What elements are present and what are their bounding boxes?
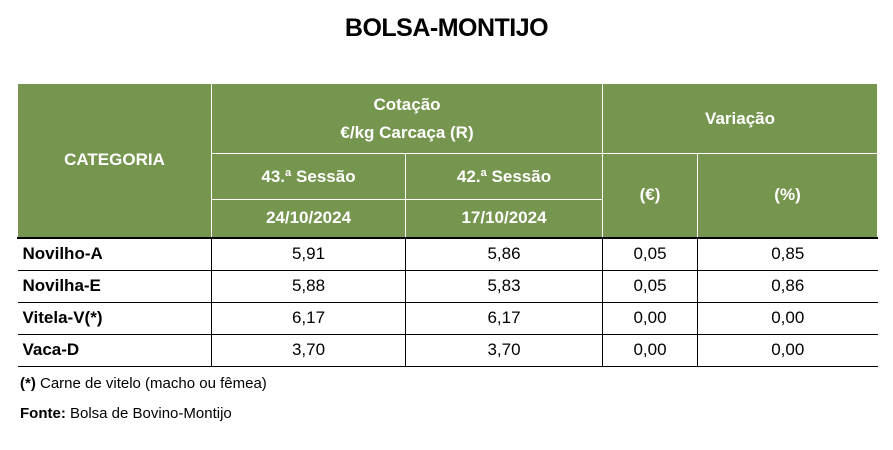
cell-var-pct: 0,85 bbox=[697, 236, 878, 271]
table-row: Novilho-A 5,91 5,86 0,05 0,85 bbox=[17, 236, 878, 271]
header-session-2: 42.ª Sessão bbox=[404, 153, 604, 200]
header-cotacao-line2: €/kg Carcaça (R) bbox=[340, 122, 474, 142]
cell-session-2: 3,70 bbox=[404, 334, 603, 367]
cell-var-eur: 0,00 bbox=[602, 334, 698, 367]
header-var-eur: (€) bbox=[602, 153, 699, 238]
header-var-pct: (%) bbox=[697, 153, 879, 238]
footnote-marker: (*) bbox=[20, 375, 36, 392]
cell-var-eur: 0,05 bbox=[602, 270, 698, 303]
header-cotacao: Cotação €/kg Carcaça (R) bbox=[210, 83, 604, 154]
cell-session-2: 5,86 bbox=[404, 236, 603, 271]
header-date-2: 17/10/2024 bbox=[404, 199, 604, 238]
header-variacao: Variação bbox=[602, 83, 879, 154]
cell-session-1: 5,88 bbox=[211, 270, 406, 303]
cell-var-pct: 0,00 bbox=[697, 334, 878, 367]
cell-session-1: 5,91 bbox=[211, 236, 406, 271]
footnote: (*) Carne de vitelo (macho ou fêmea) bbox=[20, 375, 267, 392]
cell-session-1: 6,17 bbox=[211, 302, 406, 335]
table-row: Vaca-D 3,70 3,70 0,00 0,00 bbox=[17, 334, 878, 367]
cell-var-eur: 0,05 bbox=[602, 236, 698, 271]
cell-categoria: Vaca-D bbox=[17, 334, 212, 367]
cell-session-1: 3,70 bbox=[211, 334, 406, 367]
cell-var-pct: 0,86 bbox=[697, 270, 878, 303]
source-note: Fonte: Bolsa de Bovino-Montijo bbox=[20, 405, 232, 422]
cell-categoria: Novilho-A bbox=[17, 236, 212, 271]
cell-session-2: 6,17 bbox=[404, 302, 603, 335]
header-cotacao-line1: Cotação bbox=[373, 94, 441, 114]
table-row: Vitela-V(*) 6,17 6,17 0,00 0,00 bbox=[17, 302, 878, 335]
header-date-1: 24/10/2024 bbox=[211, 199, 406, 238]
header-session-1: 43.ª Sessão bbox=[211, 153, 406, 200]
cell-var-pct: 0,00 bbox=[697, 302, 878, 335]
page-title: BOLSA-MONTIJO bbox=[344, 14, 549, 42]
price-table: CATEGORIA Cotação €/kg Carcaça (R) Varia… bbox=[17, 83, 879, 367]
header-categoria: CATEGORIA bbox=[17, 83, 212, 238]
cell-session-2: 5,83 bbox=[404, 270, 603, 303]
cell-categoria: Novilha-E bbox=[17, 270, 212, 303]
source-label: Fonte: bbox=[20, 405, 66, 422]
cell-categoria: Vitela-V(*) bbox=[17, 302, 212, 335]
source-text: Bolsa de Bovino-Montijo bbox=[65, 405, 232, 422]
table-row: Novilha-E 5,88 5,83 0,05 0,86 bbox=[17, 270, 878, 303]
footnote-text: Carne de vitelo (macho ou fêmea) bbox=[35, 375, 267, 392]
cell-var-eur: 0,00 bbox=[602, 302, 698, 335]
